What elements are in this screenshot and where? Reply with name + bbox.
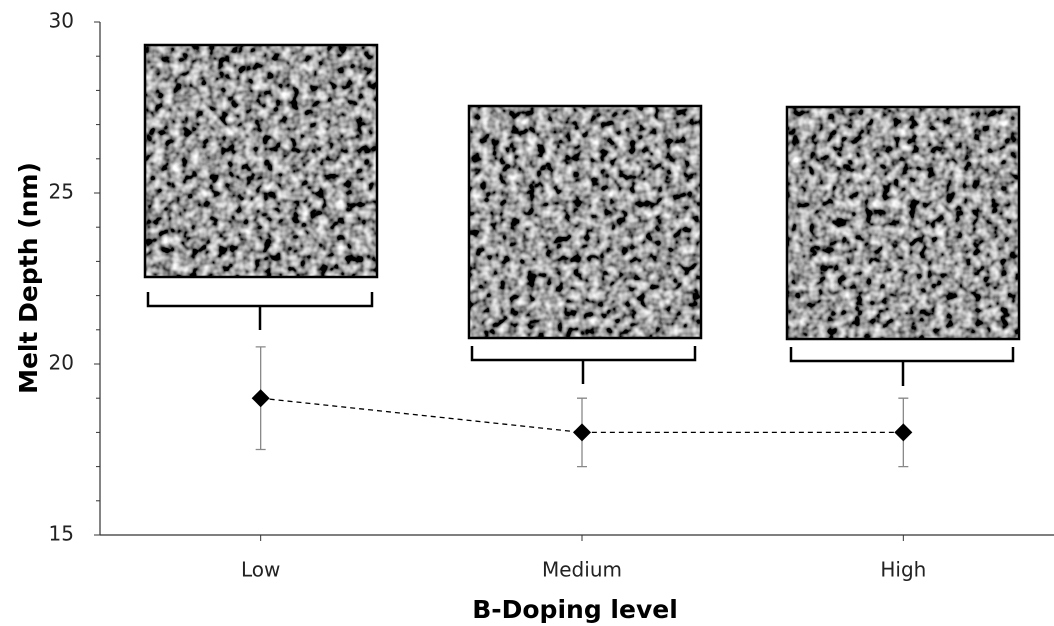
x-tick-label: High — [880, 558, 926, 582]
data-point — [573, 423, 591, 442]
y-tick-label: 20 — [49, 351, 74, 375]
micrograph-frame — [143, 43, 379, 279]
y-tick-label: 25 — [49, 180, 74, 204]
micrograph-medium — [467, 104, 703, 340]
micrograph-high — [785, 105, 1021, 341]
x-tick-label: Low — [241, 558, 280, 582]
micrograph-low — [143, 43, 379, 279]
x-tick-label: Medium — [542, 558, 622, 582]
bracket — [470, 346, 697, 384]
x-axis-title: B-Doping level — [472, 595, 678, 624]
bracket — [789, 347, 1015, 386]
micrograph-frame — [467, 104, 703, 340]
bracket — [146, 292, 374, 330]
inset-images — [143, 43, 1021, 386]
data-point — [251, 389, 270, 408]
y-tick-label: 30 — [49, 9, 74, 33]
micrograph-frame — [785, 105, 1021, 341]
y-axis-title: Melt Depth (nm) — [14, 162, 43, 394]
data-point — [894, 423, 913, 442]
y-tick-label: 15 — [49, 522, 74, 546]
